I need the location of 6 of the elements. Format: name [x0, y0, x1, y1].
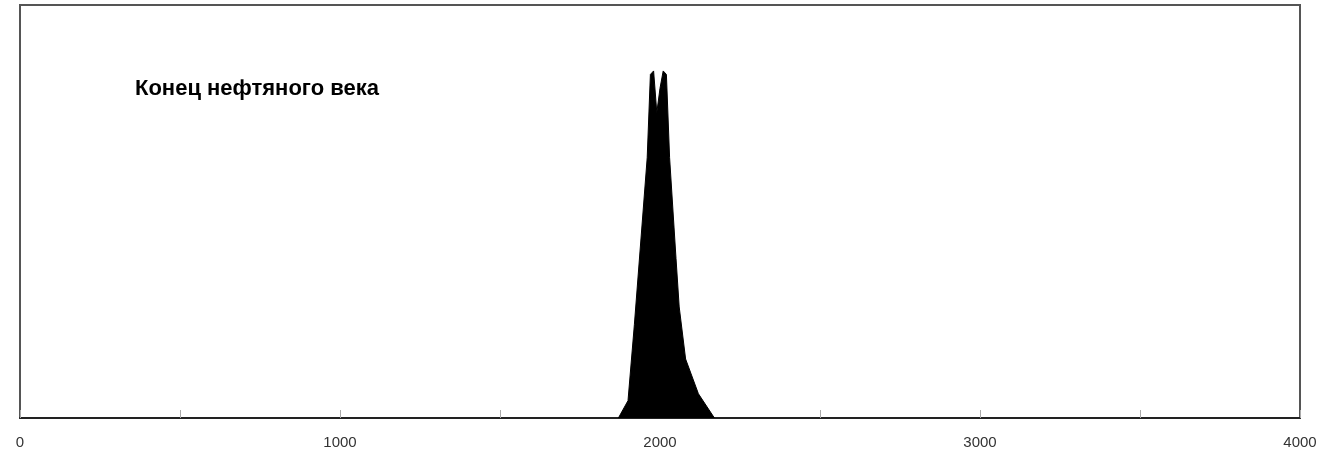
- x-tick-label: 2000: [643, 433, 677, 450]
- x-tick-label: 3000: [963, 433, 997, 450]
- x-tick-label: 1000: [323, 433, 357, 450]
- annotation: Конец нефтяного века: [135, 74, 380, 100]
- x-tick-label: 0: [15, 433, 25, 450]
- x-tick-label: 4000: [1283, 433, 1317, 450]
